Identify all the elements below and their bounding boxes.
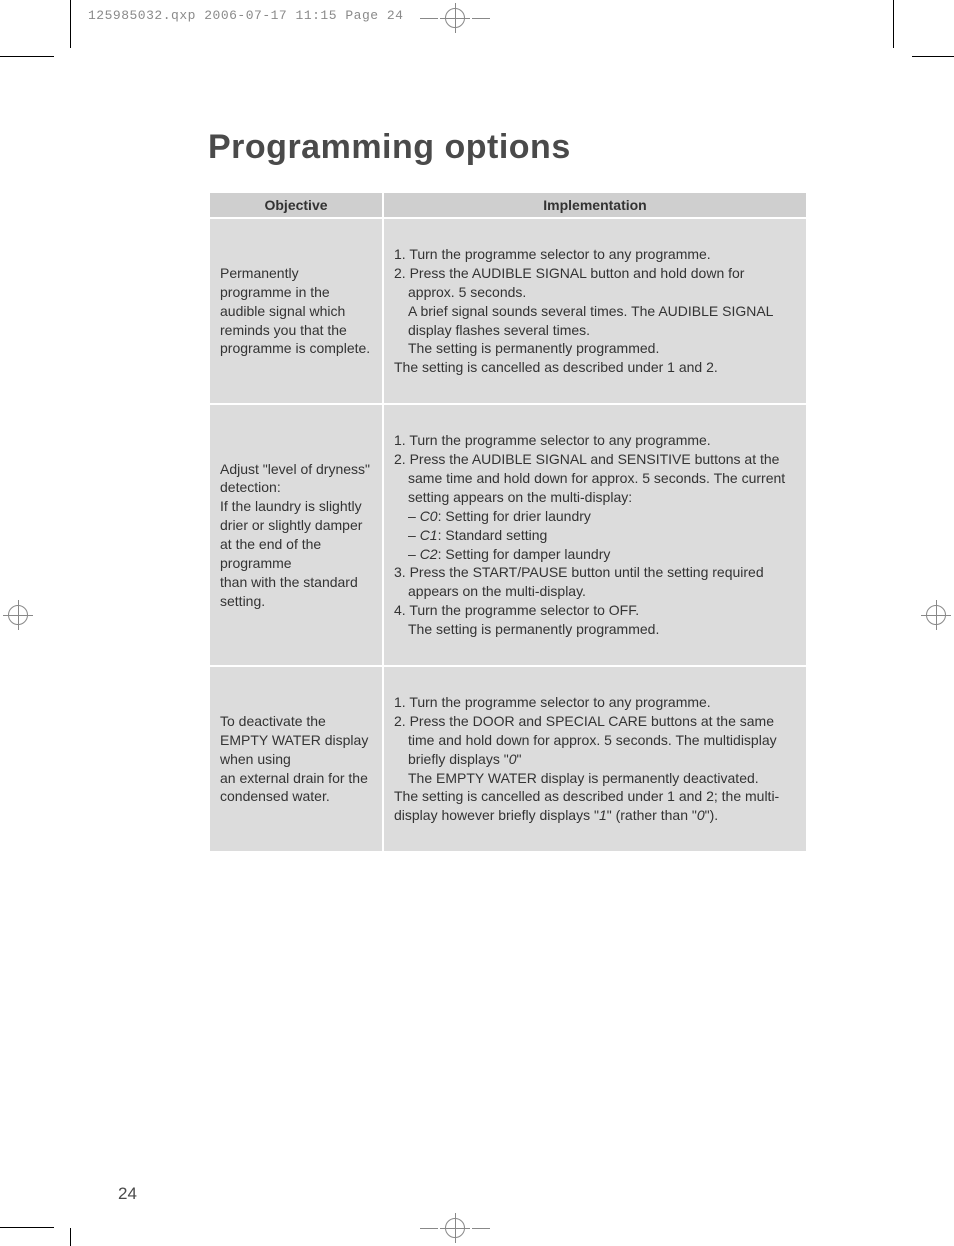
implementation-cell: 1. Turn the programme selector to any pr… [384, 405, 806, 665]
impl-line: 1. Turn the programme selector to any pr… [394, 694, 711, 710]
crop-mark [0, 56, 54, 57]
table-row: To deactivate the EMPTY WATER display wh… [210, 667, 806, 851]
impl-line: approx. 5 seconds. [394, 283, 796, 302]
impl-line: 4. Turn the programme selector to OFF. [394, 602, 639, 618]
col-header-objective: Objective [210, 193, 382, 217]
objective-cell: Adjust "level of dryness" detection: If … [210, 405, 382, 665]
crop-mark [912, 56, 954, 57]
impl-line: The setting is permanently programmed. [394, 620, 796, 639]
impl-line: display flashes several times. [394, 321, 796, 340]
impl-line: A brief signal sounds several times. The… [394, 302, 796, 321]
impl-line: – C1: Standard setting [394, 526, 796, 545]
impl-line: 2. Press the AUDIBLE SIGNAL and SENSITIV… [394, 451, 779, 467]
impl-line: time and hold down for approx. 5 seconds… [394, 731, 796, 769]
table-row: Permanently programme in the audible sig… [210, 219, 806, 403]
inner-margin-rule [130, 126, 131, 1236]
page-box: Programming options Objective Implementa… [70, 56, 884, 1236]
registration-mark [921, 600, 951, 630]
impl-line: The EMPTY WATER display is permanently d… [394, 769, 796, 788]
impl-line: The setting is cancelled as described un… [394, 359, 718, 375]
programming-options-table: Objective Implementation Permanently pro… [208, 191, 808, 853]
impl-line: 1. Turn the programme selector to any pr… [394, 432, 711, 448]
crop-mark [893, 0, 894, 48]
page-content: Programming options Objective Implementa… [208, 128, 874, 853]
objective-cell: To deactivate the EMPTY WATER display wh… [210, 667, 382, 851]
implementation-cell: 1. Turn the programme selector to any pr… [384, 667, 806, 851]
crop-mark [70, 0, 71, 48]
page-title: Programming options [208, 128, 874, 167]
impl-line: The setting is permanently programmed. [394, 339, 796, 358]
page-number: 24 [118, 1184, 137, 1204]
impl-line: appears on the multi-display. [394, 582, 796, 601]
impl-line: 2. Press the DOOR and SPECIAL CARE butto… [394, 713, 774, 729]
registration-mark [3, 600, 33, 630]
prepress-header: 125985032.qxp 2006-07-17 11:15 Page 24 [88, 8, 403, 23]
registration-mark [440, 3, 470, 33]
table-row: Adjust "level of dryness" detection: If … [210, 405, 806, 665]
impl-line: 1. Turn the programme selector to any pr… [394, 246, 711, 262]
impl-line: – C0: Setting for drier laundry [394, 507, 796, 526]
impl-line: same time and hold down for approx. 5 se… [394, 469, 796, 507]
col-header-implementation: Implementation [384, 193, 806, 217]
impl-line: – C2: Setting for damper laundry [394, 545, 796, 564]
objective-cell: Permanently programme in the audible sig… [210, 219, 382, 403]
impl-line: The setting is cancelled as described un… [394, 788, 779, 823]
impl-line: 3. Press the START/PAUSE button until th… [394, 564, 764, 580]
implementation-cell: 1. Turn the programme selector to any pr… [384, 219, 806, 403]
crop-mark [0, 1227, 54, 1228]
impl-line: 2. Press the AUDIBLE SIGNAL button and h… [394, 265, 744, 281]
